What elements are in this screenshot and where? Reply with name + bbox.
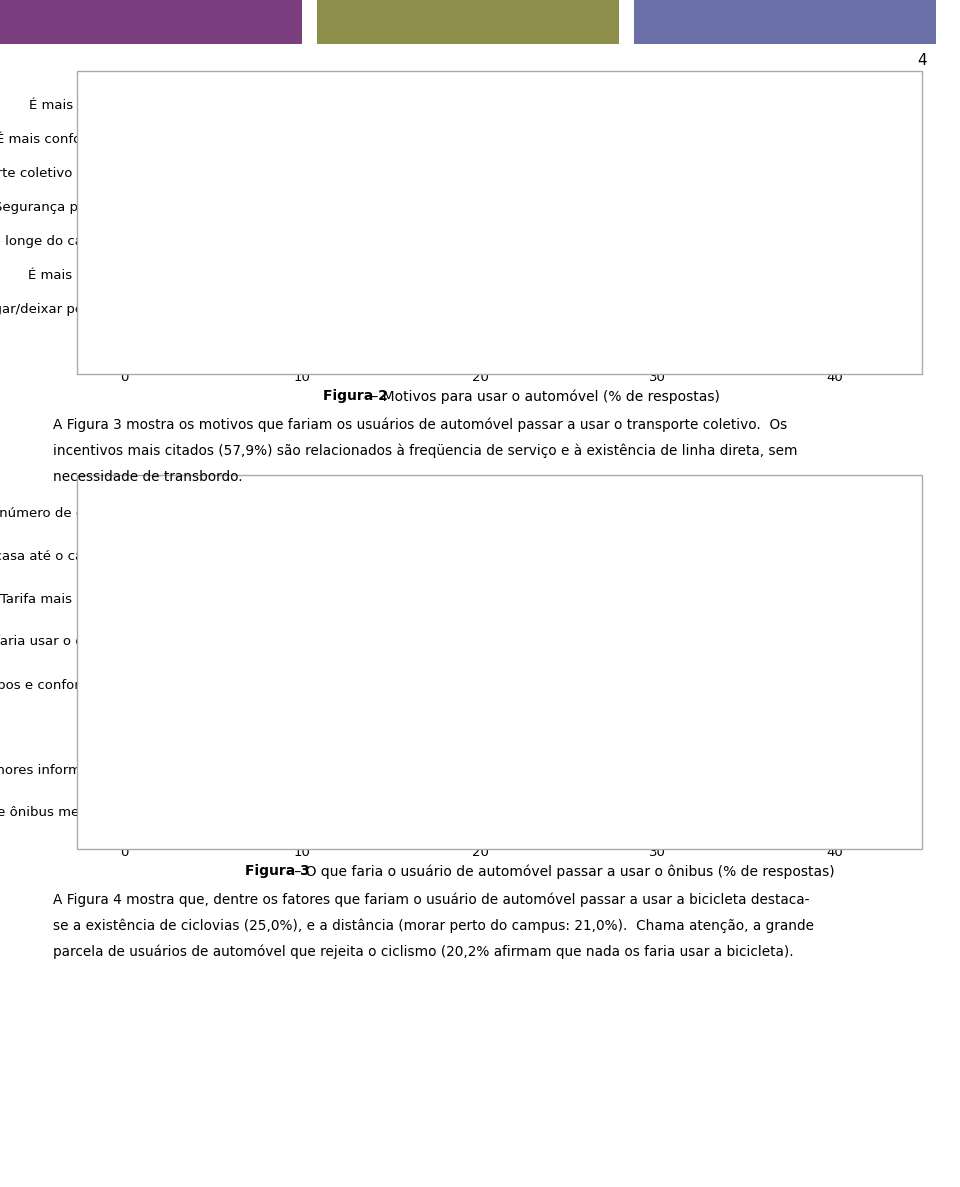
Text: 10.7: 10.7 bbox=[322, 634, 351, 647]
Text: 34.8: 34.8 bbox=[750, 97, 780, 110]
Bar bbox=[125, 544, 551, 566]
Bar bbox=[125, 128, 663, 146]
Bar bbox=[125, 800, 155, 823]
Bar bbox=[125, 163, 403, 180]
Text: Figura 2: Figura 2 bbox=[323, 389, 388, 404]
Text: 7.4: 7.4 bbox=[263, 677, 284, 690]
Bar bbox=[125, 629, 315, 652]
Bar bbox=[125, 265, 164, 283]
Text: 4: 4 bbox=[917, 53, 926, 69]
Text: 15.7: 15.7 bbox=[411, 165, 441, 178]
Text: 1.7: 1.7 bbox=[162, 805, 183, 818]
Text: 24.0: 24.0 bbox=[558, 548, 588, 561]
Text: incentivos mais citados (57,9%) são relacionados à freqüencia de serviço e à exi: incentivos mais citados (57,9%) são rela… bbox=[53, 444, 798, 458]
Bar bbox=[125, 299, 164, 317]
Text: 33.9: 33.9 bbox=[734, 506, 763, 519]
Bar bbox=[125, 197, 265, 215]
Text: 1.1: 1.1 bbox=[152, 335, 173, 348]
Bar bbox=[125, 332, 144, 350]
Text: 5.6: 5.6 bbox=[231, 233, 252, 246]
Text: 2.2: 2.2 bbox=[171, 267, 192, 280]
Text: 2.2: 2.2 bbox=[171, 301, 192, 315]
Text: – O que faria o usuário de automóvel passar a usar o ônibus (% de respostas): – O que faria o usuário de automóvel pas… bbox=[290, 864, 834, 878]
Bar bbox=[125, 715, 198, 737]
Text: 4.1: 4.1 bbox=[204, 719, 226, 732]
Text: 4.1: 4.1 bbox=[204, 762, 226, 775]
Text: Figura 3: Figura 3 bbox=[246, 864, 310, 878]
Text: parcela de usuários de automóvel que rejeita o ciclismo (20,2% afirmam que nada : parcela de usuários de automóvel que rej… bbox=[53, 945, 793, 959]
Text: A Figura 3 mostra os motivos que fariam os usuários de automóvel passar a usar o: A Figura 3 mostra os motivos que fariam … bbox=[53, 418, 787, 432]
Text: – Motivos para usar o automóvel (% de respostas): – Motivos para usar o automóvel (% de re… bbox=[367, 389, 720, 404]
Text: se a existência de ciclovias (25,0%), e a distância (morar perto do campus: 21,0: se a existência de ciclovias (25,0%), e … bbox=[53, 919, 814, 933]
Bar bbox=[125, 586, 373, 609]
Bar bbox=[125, 501, 727, 523]
Bar bbox=[125, 672, 256, 694]
Text: necessidade de transbordo.: necessidade de transbordo. bbox=[53, 470, 243, 484]
Bar bbox=[125, 757, 198, 780]
Text: A Figura 4 mostra que, dentre os fatores que fariam o usuário de automóvel passa: A Figura 4 mostra que, dentre os fatores… bbox=[53, 893, 809, 907]
Bar bbox=[125, 230, 225, 248]
Text: 30.3: 30.3 bbox=[670, 131, 700, 144]
Bar bbox=[125, 95, 743, 113]
Text: 7.9: 7.9 bbox=[273, 199, 293, 212]
Text: 14.0: 14.0 bbox=[380, 591, 410, 604]
